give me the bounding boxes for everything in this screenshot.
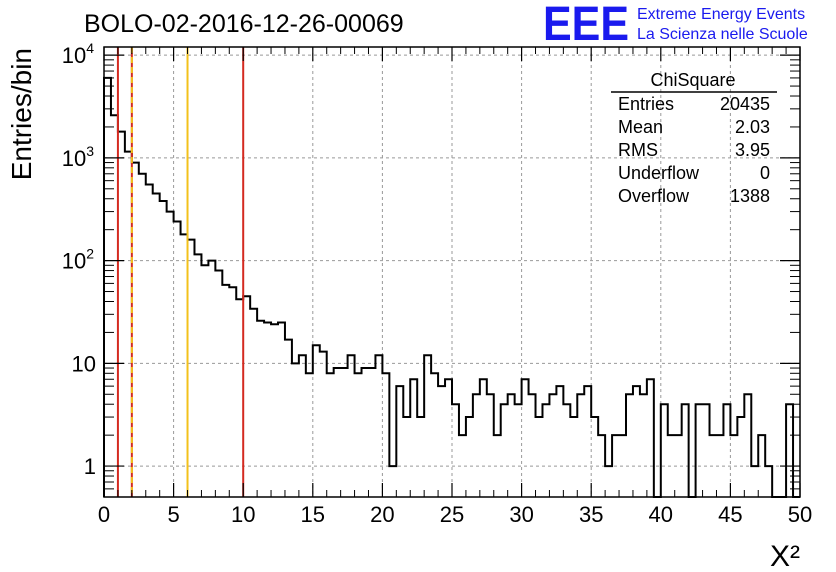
x-tick-label: 0 <box>98 502 110 527</box>
histogram-outline <box>103 76 800 498</box>
stats-label-rms: RMS <box>618 140 658 160</box>
axis-ticks <box>103 47 801 498</box>
y-tick-label: 103 <box>62 143 94 171</box>
y-tick-label: 104 <box>62 40 94 68</box>
y-tick-label: 10 <box>72 351 96 376</box>
reference-lines <box>116 47 245 497</box>
chart-title: BOLO-02-2016-12-26-00069 <box>84 10 404 38</box>
eee-logo: EEE Extreme Energy Events La Scienza nel… <box>543 0 808 51</box>
y-axis-label: Entries/bin <box>6 48 37 180</box>
stats-value-entries: 20435 <box>720 94 770 114</box>
stats-value-mean: 2.03 <box>735 117 770 137</box>
x-tick-label: 25 <box>440 502 464 527</box>
stats-box: ChiSquare Entries 20435 Mean 2.03 RMS 3.95 Und… <box>611 70 777 206</box>
logo-line-2: La Scienza nelle Scuole <box>637 26 808 43</box>
y-tick-label: 1 <box>84 454 96 479</box>
histogram-bins <box>103 76 800 498</box>
logo-line-1: Extreme Energy Events <box>637 6 805 23</box>
x-tick-label: 20 <box>370 502 394 527</box>
x-tick-label: 30 <box>509 502 533 527</box>
x-tick-label: 15 <box>301 502 325 527</box>
stats-label-mean: Mean <box>618 117 663 137</box>
x-tick-label: 45 <box>718 502 742 527</box>
stats-rows: Entries 20435 Mean 2.03 RMS 3.95 Underflow 0 Ove… <box>618 94 770 206</box>
stats-value-underflow: 0 <box>760 163 770 183</box>
eee-logo-mark: EEE <box>543 0 629 51</box>
stats-label-underflow: Underflow <box>618 163 700 183</box>
stats-label-overflow: Overflow <box>618 186 690 206</box>
stats-label-entries: Entries <box>618 94 674 114</box>
stats-title: ChiSquare <box>650 70 735 90</box>
stats-value-overflow: 1388 <box>730 186 770 206</box>
x-tick-label: 5 <box>167 502 179 527</box>
x-tick-label: 35 <box>579 502 603 527</box>
x-tick-label: 40 <box>649 502 673 527</box>
stats-value-rms: 3.95 <box>735 140 770 160</box>
x-tick-label: 50 <box>788 502 812 527</box>
x-axis-label: X² <box>770 540 800 572</box>
grid-lines <box>104 47 800 497</box>
x-tick-label: 10 <box>231 502 255 527</box>
y-tick-label: 102 <box>62 246 94 274</box>
tick-labels: 0 5 10 15 20 25 30 35 40 45 50 1 10 102 103 104 <box>62 40 813 527</box>
